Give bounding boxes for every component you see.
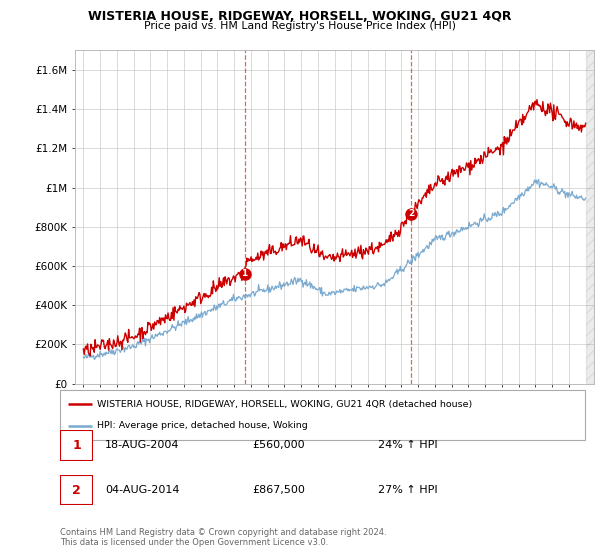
Text: Contains HM Land Registry data © Crown copyright and database right 2024.
This d: Contains HM Land Registry data © Crown c… <box>60 528 386 547</box>
Text: 1: 1 <box>241 269 248 278</box>
Text: 24% ↑ HPI: 24% ↑ HPI <box>378 440 437 450</box>
Text: WISTERIA HOUSE, RIDGEWAY, HORSELL, WOKING, GU21 4QR: WISTERIA HOUSE, RIDGEWAY, HORSELL, WOKIN… <box>88 10 512 23</box>
Text: WISTERIA HOUSE, RIDGEWAY, HORSELL, WOKING, GU21 4QR (detached house): WISTERIA HOUSE, RIDGEWAY, HORSELL, WOKIN… <box>97 400 472 409</box>
Text: 2: 2 <box>72 483 81 497</box>
Bar <box>586 50 594 384</box>
Text: 27% ↑ HPI: 27% ↑ HPI <box>378 485 437 495</box>
Text: £560,000: £560,000 <box>252 440 305 450</box>
Text: £867,500: £867,500 <box>252 485 305 495</box>
Text: 04-AUG-2014: 04-AUG-2014 <box>105 485 179 495</box>
Text: Price paid vs. HM Land Registry's House Price Index (HPI): Price paid vs. HM Land Registry's House … <box>144 21 456 31</box>
Text: 1: 1 <box>72 438 81 452</box>
Text: HPI: Average price, detached house, Woking: HPI: Average price, detached house, Woki… <box>97 421 308 430</box>
Text: 18-AUG-2004: 18-AUG-2004 <box>105 440 179 450</box>
Text: 2: 2 <box>408 209 415 218</box>
